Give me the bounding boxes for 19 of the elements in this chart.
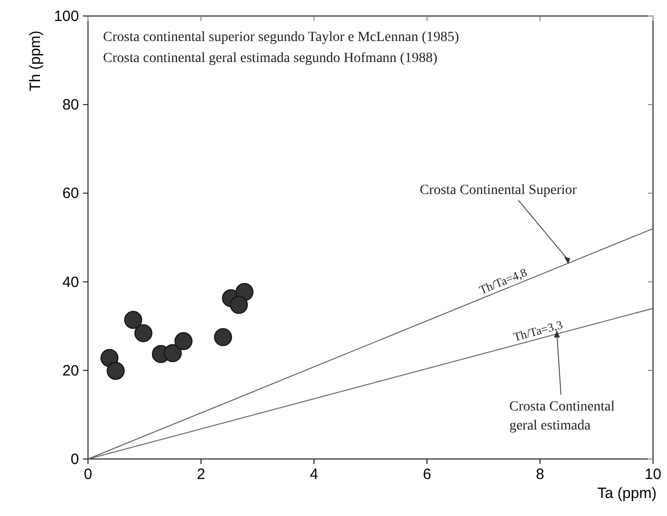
x-tick-label: 6 bbox=[422, 466, 432, 483]
annotation: Crosta Continental Superior bbox=[420, 183, 578, 198]
y-tick-label: 20 bbox=[62, 362, 79, 380]
y-tick-label: 60 bbox=[62, 185, 79, 202]
x-tick-label: 2 bbox=[196, 466, 206, 483]
x-tick-label: 8 bbox=[536, 466, 544, 483]
y-tick-label: 100 bbox=[54, 8, 79, 25]
annotation: Crosta continental geral estimada segundo Hofmann (1988) bbox=[103, 51, 438, 66]
y-tick-label: 80 bbox=[62, 96, 79, 114]
x-tick-label: 4 bbox=[310, 466, 318, 483]
x-axis-title: Ta (ppm) bbox=[597, 485, 657, 502]
text: Th/Ta=3,3 bbox=[512, 318, 564, 344]
annotation: Crosta Continental geral estimada bbox=[509, 400, 615, 434]
x-tick-label: 0 bbox=[84, 466, 92, 483]
y-axis-title: Th (ppm) bbox=[27, 30, 44, 92]
x-tick-label: 10 bbox=[644, 466, 662, 483]
y-tick-label: 40 bbox=[62, 274, 79, 291]
y-tick-label: 0 bbox=[70, 451, 79, 468]
annotation: Crosta continental superior segundo Taylor e McLennan (1985) bbox=[103, 30, 460, 45]
